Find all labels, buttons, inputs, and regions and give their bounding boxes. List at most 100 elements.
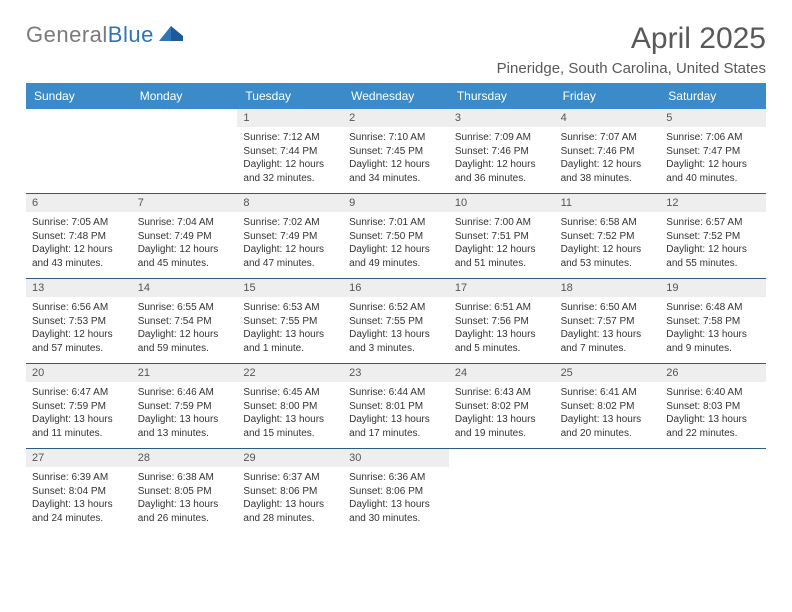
sunrise-text: Sunrise: 6:44 AM (349, 386, 443, 400)
sunrise-text: Sunrise: 7:00 AM (455, 216, 549, 230)
sunrise-text: Sunrise: 6:48 AM (666, 301, 760, 315)
day-number: 22 (243, 367, 337, 379)
sunrise-text: Sunrise: 6:41 AM (561, 386, 655, 400)
day-number-bar: 26 (660, 364, 766, 382)
daylight-text: Daylight: 13 hours and 17 minutes. (349, 413, 443, 440)
sunset-text: Sunset: 7:52 PM (561, 230, 655, 244)
sunset-text: Sunset: 7:45 PM (349, 145, 443, 159)
calendar-cell: 17Sunrise: 6:51 AMSunset: 7:56 PMDayligh… (449, 279, 555, 363)
calendar-cell: 23Sunrise: 6:44 AMSunset: 8:01 PMDayligh… (343, 364, 449, 448)
day-info: Sunrise: 7:02 AMSunset: 7:49 PMDaylight:… (243, 216, 337, 270)
day-number: 9 (349, 197, 443, 209)
day-number: 3 (455, 112, 549, 124)
sunset-text: Sunset: 7:57 PM (561, 315, 655, 329)
daylight-text: Daylight: 13 hours and 24 minutes. (32, 498, 126, 525)
day-number (138, 112, 232, 124)
day-number: 26 (666, 367, 760, 379)
week-row: 1Sunrise: 7:12 AMSunset: 7:44 PMDaylight… (26, 109, 766, 193)
calendar-cell: 26 Sunrise: 6:40 AMSunset: 8:03 PMDayligh… (660, 364, 766, 448)
calendar-cell: 9 Sunrise: 7:01 AMSunset: 7:50 PMDaylight… (343, 194, 449, 278)
logo-text-general: General (26, 22, 108, 47)
sunset-text: Sunset: 7:56 PM (455, 315, 549, 329)
day-header: Thursday (449, 83, 555, 109)
calendar-cell-empty (555, 449, 661, 533)
day-number-bar: 24 (449, 364, 555, 382)
sunrise-text: Sunrise: 6:58 AM (561, 216, 655, 230)
week-row: 20Sunrise: 6:47 AMSunset: 7:59 PMDayligh… (26, 363, 766, 448)
logo-text: GeneralBlue (26, 22, 154, 48)
sunrise-text: Sunrise: 6:56 AM (32, 301, 126, 315)
day-info: Sunrise: 6:36 AMSunset: 8:06 PMDaylight:… (349, 471, 443, 525)
day-header: Friday (555, 83, 661, 109)
day-number-bar: 5 (660, 109, 766, 127)
sunset-text: Sunset: 8:06 PM (243, 485, 337, 499)
daylight-text: Daylight: 13 hours and 30 minutes. (349, 498, 443, 525)
sunrise-text: Sunrise: 6:39 AM (32, 471, 126, 485)
sunset-text: Sunset: 8:01 PM (349, 400, 443, 414)
sunrise-text: Sunrise: 6:38 AM (138, 471, 232, 485)
day-number: 8 (243, 197, 337, 209)
day-number: 16 (349, 282, 443, 294)
day-info: Sunrise: 7:07 AMSunset: 7:46 PMDaylight:… (561, 131, 655, 185)
daylight-text: Daylight: 12 hours and 40 minutes. (666, 158, 760, 185)
sunset-text: Sunset: 8:02 PM (455, 400, 549, 414)
day-info: Sunrise: 6:40 AMSunset: 8:03 PMDaylight:… (666, 386, 760, 440)
day-number (666, 452, 760, 464)
daylight-text: Daylight: 12 hours and 53 minutes. (561, 243, 655, 270)
sunset-text: Sunset: 7:51 PM (455, 230, 549, 244)
day-number: 1 (243, 112, 337, 124)
sunset-text: Sunset: 7:46 PM (455, 145, 549, 159)
daylight-text: Daylight: 13 hours and 1 minute. (243, 328, 337, 355)
calendar-cell: 1Sunrise: 7:12 AMSunset: 7:44 PMDaylight… (237, 109, 343, 193)
day-number: 6 (32, 197, 126, 209)
day-number (455, 452, 549, 464)
sunrise-text: Sunrise: 7:09 AM (455, 131, 549, 145)
sunrise-text: Sunrise: 7:04 AM (138, 216, 232, 230)
day-info: Sunrise: 6:37 AMSunset: 8:06 PMDaylight:… (243, 471, 337, 525)
calendar-cell: 7Sunrise: 7:04 AMSunset: 7:49 PMDaylight… (132, 194, 238, 278)
daylight-text: Daylight: 13 hours and 5 minutes. (455, 328, 549, 355)
sunrise-text: Sunrise: 6:57 AM (666, 216, 760, 230)
day-number-bar: 7 (132, 194, 238, 212)
day-header: Monday (132, 83, 238, 109)
day-number-bar: 2 (343, 109, 449, 127)
sunrise-text: Sunrise: 6:43 AM (455, 386, 549, 400)
day-info: Sunrise: 6:47 AMSunset: 7:59 PMDaylight:… (32, 386, 126, 440)
daylight-text: Daylight: 12 hours and 47 minutes. (243, 243, 337, 270)
sunrise-text: Sunrise: 6:55 AM (138, 301, 232, 315)
calendar-cell: 5Sunrise: 7:06 AMSunset: 7:47 PMDaylight… (660, 109, 766, 193)
day-info: Sunrise: 7:01 AMSunset: 7:50 PMDaylight:… (349, 216, 443, 270)
day-number-bar: 10 (449, 194, 555, 212)
day-header-row: SundayMondayTuesdayWednesdayThursdayFrid… (26, 83, 766, 109)
day-number: 27 (32, 452, 126, 464)
day-number (32, 112, 126, 124)
day-number: 24 (455, 367, 549, 379)
sunset-text: Sunset: 7:55 PM (243, 315, 337, 329)
daylight-text: Daylight: 12 hours and 43 minutes. (32, 243, 126, 270)
day-number: 29 (243, 452, 337, 464)
day-number: 25 (561, 367, 655, 379)
day-info: Sunrise: 6:39 AMSunset: 8:04 PMDaylight:… (32, 471, 126, 525)
day-number-bar: 22 (237, 364, 343, 382)
sunset-text: Sunset: 8:05 PM (138, 485, 232, 499)
day-number: 19 (666, 282, 760, 294)
day-number: 2 (349, 112, 443, 124)
sunset-text: Sunset: 7:59 PM (32, 400, 126, 414)
sunrise-text: Sunrise: 7:01 AM (349, 216, 443, 230)
sunrise-text: Sunrise: 6:36 AM (349, 471, 443, 485)
location-text: Pineridge, South Carolina, United States (497, 60, 766, 77)
week-row: 13Sunrise: 6:56 AMSunset: 7:53 PMDayligh… (26, 278, 766, 363)
day-number-bar: 15 (237, 279, 343, 297)
day-number (561, 452, 655, 464)
sunrise-text: Sunrise: 6:47 AM (32, 386, 126, 400)
sunrise-text: Sunrise: 6:37 AM (243, 471, 337, 485)
calendar-cell: 22Sunrise: 6:45 AMSunset: 8:00 PMDayligh… (237, 364, 343, 448)
daylight-text: Daylight: 12 hours and 45 minutes. (138, 243, 232, 270)
day-number: 14 (138, 282, 232, 294)
daylight-text: Daylight: 13 hours and 20 minutes. (561, 413, 655, 440)
day-number: 12 (666, 197, 760, 209)
sunset-text: Sunset: 8:02 PM (561, 400, 655, 414)
day-number-bar: 16 (343, 279, 449, 297)
week-row: 27 Sunrise: 6:39 AMSunset: 8:04 PMDayligh… (26, 448, 766, 533)
day-number-bar: 27 (26, 449, 132, 467)
